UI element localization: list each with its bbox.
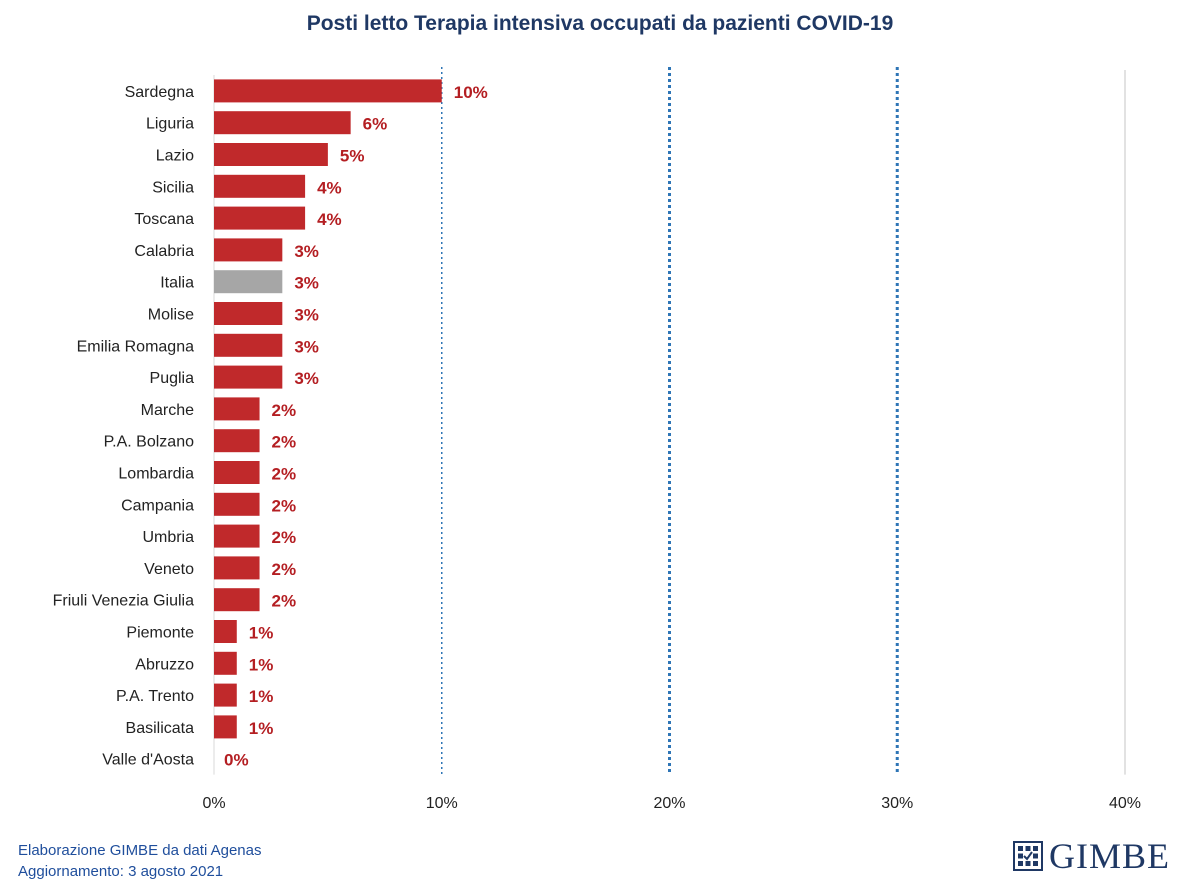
bar-5 [214, 238, 283, 262]
x-tick-label-10: 10% [426, 795, 458, 812]
bar-16 [214, 588, 260, 612]
data-label-9: 3% [294, 369, 319, 388]
footer-update-date: Aggiornamento: 3 agosto 2021 [18, 863, 224, 880]
data-label-20: 1% [249, 719, 274, 738]
category-label-0: Sardegna [125, 84, 194, 101]
data-label-7: 3% [294, 306, 319, 325]
data-label-6: 3% [294, 274, 319, 293]
category-label-10: Marche [141, 402, 194, 419]
data-label-15: 2% [272, 560, 297, 579]
data-label-12: 2% [272, 465, 297, 484]
bar-12 [214, 461, 260, 484]
bar-6 [214, 270, 283, 294]
category-label-6: Italia [160, 275, 194, 292]
bar-19 [214, 683, 237, 707]
bar-13 [214, 492, 260, 516]
bar-17 [214, 620, 237, 643]
bar-8 [214, 333, 283, 357]
bar-20 [214, 715, 237, 739]
x-tick-label-30: 30% [881, 795, 913, 812]
category-label-11: P.A. Bolzano [104, 434, 195, 451]
data-label-1: 6% [363, 115, 388, 134]
x-tick-label-0: 0% [202, 795, 225, 812]
footer: Elaborazione GIMBE da dati Agenas Aggior… [18, 840, 262, 882]
category-label-14: Umbria [142, 529, 194, 546]
chart-title: Posti letto Terapia intensiva occupati d… [306, 12, 894, 35]
data-label-0: 10% [454, 83, 488, 102]
data-label-19: 1% [249, 687, 274, 706]
data-label-14: 2% [272, 528, 297, 547]
category-label-3: Sicilia [152, 179, 194, 196]
category-label-20: Basilicata [126, 720, 195, 737]
logo-text: GIMBE [1049, 836, 1170, 876]
bar-9 [214, 365, 283, 389]
bar-1 [214, 111, 351, 135]
bar-10 [214, 397, 260, 421]
data-label-5: 3% [294, 242, 319, 261]
category-label-1: Liguria [146, 116, 194, 133]
bar-2 [214, 143, 328, 166]
category-label-16: Friuli Venezia Giulia [53, 593, 195, 610]
gimbe-grid-icon [1013, 841, 1043, 871]
bar-4 [214, 206, 306, 230]
footer-source: Elaborazione GIMBE da dati Agenas [18, 842, 262, 859]
data-label-13: 2% [272, 496, 297, 515]
category-label-19: P.A. Trento [116, 688, 194, 705]
data-label-2: 5% [340, 147, 365, 166]
bar-7 [214, 302, 283, 325]
category-label-13: Campania [121, 497, 194, 514]
bar-11 [214, 429, 260, 453]
data-label-8: 3% [294, 337, 319, 356]
bar-18 [214, 651, 237, 675]
data-label-16: 2% [272, 592, 297, 611]
category-label-2: Lazio [156, 148, 194, 165]
data-label-3: 4% [317, 178, 342, 197]
data-label-17: 1% [249, 624, 274, 643]
category-label-4: Toscana [134, 211, 194, 228]
category-label-21: Valle d'Aosta [102, 752, 194, 769]
data-label-4: 4% [317, 210, 342, 229]
gimbe-logo: GIMBE [1013, 838, 1170, 874]
data-label-11: 2% [272, 433, 297, 452]
category-label-12: Lombardia [118, 466, 194, 483]
bar-3 [214, 174, 306, 198]
data-label-18: 1% [249, 655, 274, 674]
category-label-8: Emilia Romagna [77, 338, 194, 355]
category-label-18: Abruzzo [135, 656, 194, 673]
category-label-17: Piemonte [126, 625, 194, 642]
category-label-15: Veneto [144, 561, 194, 578]
bar-15 [214, 556, 260, 580]
category-label-9: Puglia [150, 370, 195, 387]
bar-14 [214, 524, 260, 548]
bar-0 [214, 79, 442, 103]
data-label-10: 2% [272, 401, 297, 420]
category-label-7: Molise [148, 307, 194, 324]
data-label-21: 0% [224, 751, 249, 770]
x-tick-label-40: 40% [1109, 795, 1141, 812]
category-label-5: Calabria [134, 243, 194, 260]
x-tick-label-20: 20% [653, 795, 685, 812]
